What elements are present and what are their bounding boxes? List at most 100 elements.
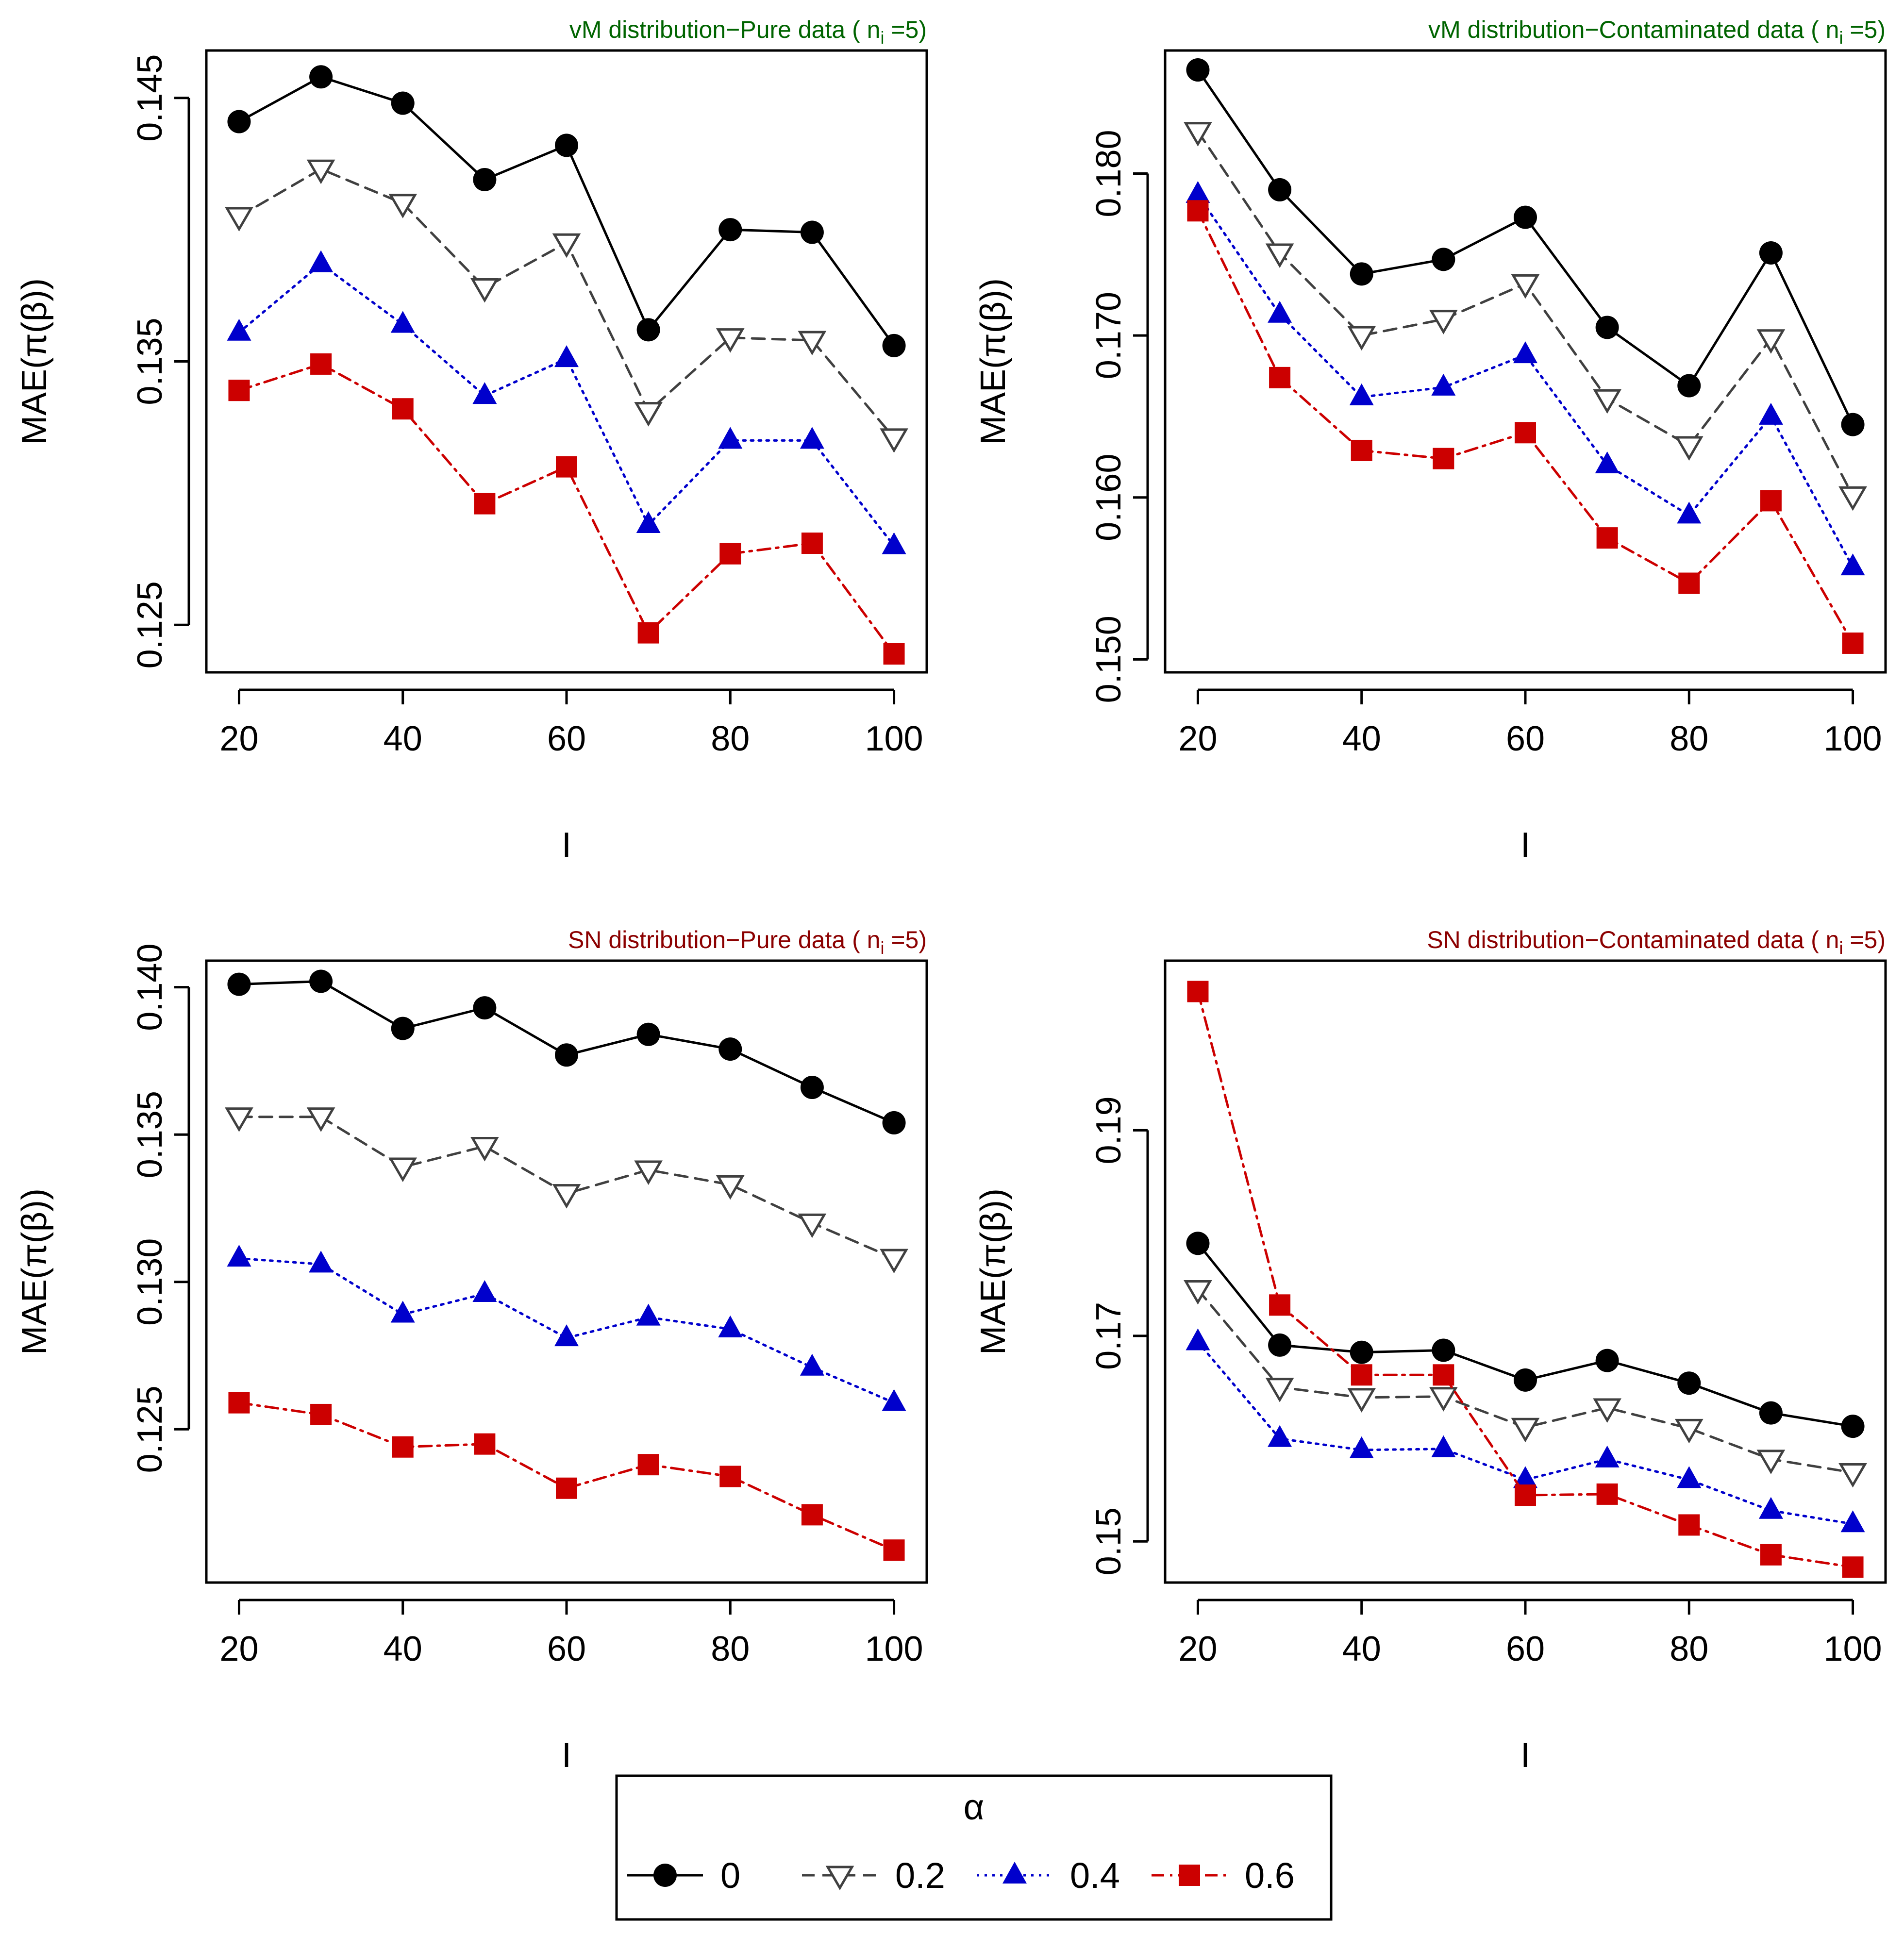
x-tick-label: 80: [711, 719, 750, 758]
data-point: [473, 167, 497, 191]
legend-marker: [825, 1866, 854, 1890]
data-point: [1431, 1435, 1456, 1457]
data-point: [1268, 300, 1292, 323]
chart-title-subscript: i: [1839, 938, 1843, 958]
data-point: [391, 91, 415, 115]
data-point: [1760, 490, 1782, 512]
chart-title-main: SN distribution−Pure data ( n: [568, 926, 880, 953]
legend-entry-0.4: 0.4: [977, 1855, 1120, 1896]
x-tick-label: 80: [1670, 1630, 1708, 1668]
data-point: [309, 969, 333, 993]
legend-title: α: [964, 1787, 985, 1827]
data-point: [800, 220, 824, 244]
data-point: [1838, 1463, 1867, 1488]
data-point: [306, 159, 335, 184]
data-point: [309, 65, 333, 89]
x-tick-label: 20: [219, 719, 258, 758]
chart-panel-1: vM distribution−Pure data ( ni =5) 20 40 60…: [15, 16, 928, 865]
data-point: [1187, 981, 1209, 1002]
x-tick-label: 80: [1670, 719, 1708, 758]
x-tick-label: 40: [384, 1630, 422, 1668]
data-point: [1838, 486, 1867, 511]
data-point: [225, 207, 253, 232]
data-point: [1595, 1349, 1619, 1372]
data-point: [1347, 326, 1376, 351]
x-tick-label: 60: [1506, 1630, 1545, 1668]
chart-title-subscript: i: [880, 938, 884, 958]
data-point: [392, 1436, 414, 1458]
data-point: [880, 428, 908, 453]
chart-title-tail: =5): [1843, 926, 1886, 953]
legend-label: 0.4: [1070, 1855, 1120, 1896]
y-tick-label: 0.170: [1089, 292, 1128, 379]
data-point: [1351, 439, 1372, 461]
series-line: [237, 1257, 896, 1404]
data-point: [554, 1324, 579, 1347]
series-0.6: [1187, 981, 1864, 1578]
data-point: [390, 1300, 415, 1323]
x-tick-label: 80: [711, 1630, 750, 1668]
chart-title-subscript: i: [880, 28, 884, 48]
data-point: [1593, 1398, 1621, 1423]
legend-entry-0.2: 0.2: [802, 1855, 945, 1896]
data-point: [1596, 527, 1618, 549]
data-point: [1841, 413, 1865, 436]
x-axis-label: I: [1520, 826, 1530, 865]
data-point: [636, 1303, 661, 1326]
legend-marker: [1179, 1865, 1200, 1886]
data-point: [636, 1022, 660, 1046]
data-point: [636, 318, 660, 342]
chart-title: vM distribution−Pure data ( ni =5): [569, 16, 927, 48]
data-point: [882, 1111, 906, 1134]
data-point: [556, 1477, 577, 1499]
data-point: [882, 532, 906, 554]
data-point: [1842, 632, 1864, 654]
data-point: [1595, 316, 1619, 339]
y-tick-label: 0.135: [131, 1091, 169, 1178]
data-point: [718, 427, 743, 449]
data-point: [1433, 1364, 1454, 1386]
data-point: [1429, 1387, 1458, 1412]
data-point: [883, 643, 905, 665]
y-tick-label: 0.125: [131, 581, 169, 668]
data-point: [474, 1433, 496, 1455]
data-point: [1677, 1371, 1701, 1395]
data-point: [1677, 1466, 1702, 1488]
x-axis-label: I: [562, 1736, 571, 1775]
data-point: [1678, 572, 1700, 594]
legend-entry-0: 0: [627, 1855, 740, 1896]
chart-title-subscript: i: [1839, 28, 1843, 48]
data-point: [1515, 422, 1536, 444]
data-point: [718, 1037, 742, 1061]
data-point: [392, 398, 414, 420]
data-point: [552, 233, 581, 258]
data-point: [1758, 1497, 1783, 1519]
data-point: [474, 493, 496, 515]
data-point: [554, 345, 579, 367]
y-tick-label: 0.135: [131, 317, 169, 405]
data-point: [1433, 448, 1454, 469]
plot-frame: [205, 959, 928, 1584]
data-point: [716, 328, 745, 353]
data-point: [1268, 1425, 1292, 1447]
data-point: [473, 996, 497, 1020]
x-tick-label: 60: [1506, 719, 1545, 758]
series-0.4: [1186, 1328, 1865, 1533]
y-tick-label: 0.125: [131, 1385, 169, 1473]
series-0.4: [227, 250, 906, 554]
x-tick-label: 40: [1342, 719, 1381, 758]
y-axis-label: MAE(π(β)): [15, 1188, 54, 1355]
data-point: [1513, 1466, 1537, 1488]
series-0.2: [225, 1107, 908, 1274]
data-point: [1187, 200, 1209, 222]
legend-marker: [653, 1864, 677, 1887]
y-axis-label: MAE(π(β)): [974, 1188, 1013, 1355]
y-tick-label: 0.145: [131, 54, 169, 142]
data-point: [1759, 1401, 1783, 1425]
data-point: [1269, 1294, 1291, 1316]
legend-box: [615, 1774, 1333, 1921]
data-point: [1186, 1232, 1210, 1255]
data-point: [556, 456, 577, 478]
data-point: [227, 110, 251, 133]
